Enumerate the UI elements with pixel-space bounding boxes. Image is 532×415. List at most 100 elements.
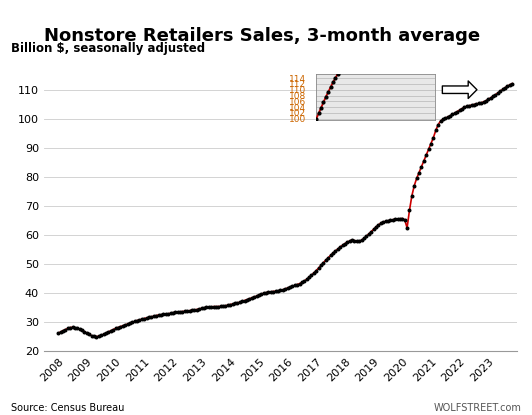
Point bbox=[56, 329, 65, 335]
Point bbox=[381, 218, 390, 225]
Point bbox=[310, 270, 318, 276]
Point bbox=[358, 51, 366, 58]
Point bbox=[503, 83, 512, 90]
Point bbox=[298, 279, 306, 286]
Point bbox=[377, 220, 385, 227]
Point bbox=[288, 283, 297, 290]
Point bbox=[405, 207, 414, 214]
Point bbox=[164, 310, 172, 317]
Text: Billion $, seasonally adjusted: Billion $, seasonally adjusted bbox=[11, 42, 205, 55]
Point bbox=[140, 315, 148, 322]
Point bbox=[269, 288, 278, 295]
Point bbox=[386, 10, 395, 17]
Point bbox=[68, 324, 77, 331]
Point bbox=[448, 111, 457, 118]
Point bbox=[462, 103, 471, 110]
Point bbox=[401, 216, 409, 223]
Point bbox=[393, 216, 402, 222]
Point bbox=[334, 71, 342, 77]
Point bbox=[494, 90, 502, 96]
Point bbox=[364, 231, 373, 237]
Point bbox=[317, 262, 326, 269]
Point bbox=[350, 53, 359, 59]
Point bbox=[119, 322, 127, 329]
Point bbox=[226, 301, 235, 308]
Point bbox=[398, 7, 406, 13]
Point bbox=[312, 115, 321, 122]
Point bbox=[238, 298, 246, 305]
Point bbox=[505, 81, 514, 88]
Point bbox=[143, 315, 151, 321]
Point bbox=[106, 327, 115, 334]
Point bbox=[92, 333, 101, 340]
Point bbox=[63, 325, 72, 332]
Point bbox=[472, 101, 480, 107]
Point bbox=[498, 86, 507, 93]
Point bbox=[455, 107, 464, 113]
Point bbox=[326, 252, 335, 259]
Point bbox=[417, 164, 426, 170]
Point bbox=[431, 127, 440, 134]
Point bbox=[221, 303, 230, 309]
Point bbox=[412, 175, 421, 182]
Point bbox=[314, 110, 323, 117]
Point bbox=[355, 54, 363, 61]
Point bbox=[97, 332, 105, 339]
Point bbox=[321, 93, 330, 100]
Point bbox=[219, 303, 227, 309]
Point bbox=[391, 216, 400, 223]
Point bbox=[80, 328, 89, 335]
Point bbox=[104, 329, 113, 335]
Point bbox=[326, 84, 335, 90]
Point bbox=[202, 304, 211, 311]
Point bbox=[420, 158, 428, 164]
Point bbox=[85, 331, 94, 337]
Point bbox=[171, 309, 179, 316]
Point bbox=[436, 118, 445, 124]
Point bbox=[126, 320, 134, 327]
Point bbox=[257, 291, 265, 298]
Point bbox=[369, 29, 378, 36]
Point bbox=[427, 140, 435, 147]
Point bbox=[465, 103, 473, 109]
Point bbox=[95, 333, 103, 339]
Point bbox=[372, 224, 380, 230]
Point bbox=[338, 63, 347, 69]
Point bbox=[460, 104, 469, 110]
Point bbox=[439, 116, 447, 123]
Point bbox=[336, 66, 344, 73]
Point bbox=[183, 308, 192, 314]
Point bbox=[255, 292, 263, 298]
Point bbox=[321, 257, 330, 264]
Point bbox=[123, 321, 132, 327]
Point bbox=[331, 75, 339, 81]
Point bbox=[233, 300, 242, 306]
Point bbox=[467, 102, 476, 108]
Point bbox=[116, 323, 124, 330]
Text: Nonstore Retailers Sales, 3-month average: Nonstore Retailers Sales, 3-month averag… bbox=[44, 27, 480, 46]
Point bbox=[364, 39, 373, 46]
Point bbox=[343, 56, 352, 63]
Point bbox=[240, 297, 249, 304]
Point bbox=[78, 327, 86, 334]
Point bbox=[470, 101, 478, 108]
Point bbox=[388, 9, 397, 16]
Point bbox=[295, 281, 304, 287]
Point bbox=[401, 9, 409, 16]
Point bbox=[422, 152, 430, 159]
Point bbox=[479, 99, 488, 105]
Point bbox=[486, 95, 495, 101]
Point bbox=[475, 100, 483, 107]
Point bbox=[152, 312, 161, 319]
Point bbox=[360, 48, 368, 55]
Point bbox=[200, 305, 208, 311]
Point bbox=[343, 239, 352, 245]
Point bbox=[451, 110, 459, 116]
Point bbox=[102, 330, 110, 337]
Point bbox=[369, 226, 378, 232]
Point bbox=[303, 276, 311, 283]
Point bbox=[109, 326, 118, 333]
Point bbox=[396, 215, 404, 222]
Point bbox=[279, 286, 287, 293]
Point bbox=[185, 308, 194, 314]
